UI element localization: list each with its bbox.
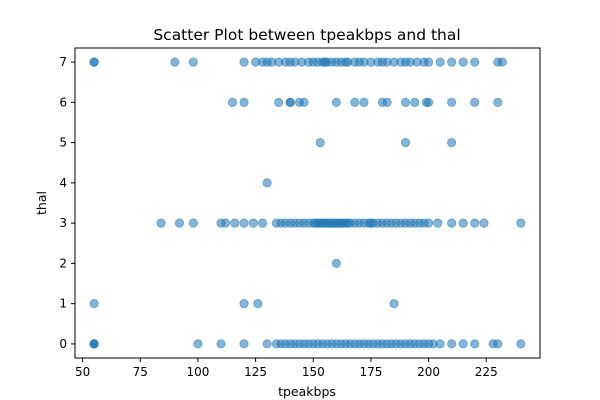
data-point (262, 339, 272, 349)
x-axis-ticks: 50 75 100 125 150 175 200 225 (75, 358, 498, 379)
x-tick-label: 125 (244, 365, 267, 379)
plot-frame (74, 47, 541, 359)
data-point (89, 339, 99, 349)
data-point (493, 339, 503, 349)
data-point (331, 258, 341, 268)
y-tick-label: 0 (59, 337, 67, 351)
data-point (274, 97, 284, 107)
x-tick-label: 225 (475, 365, 498, 379)
data-point (410, 97, 420, 107)
data-point (359, 97, 369, 107)
data-point (470, 97, 480, 107)
data-point (350, 97, 360, 107)
data-point (400, 138, 411, 148)
data-point (447, 339, 457, 349)
x-tick-label: 50 (75, 365, 90, 379)
chart-title: Scatter Plot between tpeakbps and thal (153, 26, 460, 44)
data-point (193, 339, 203, 349)
data-point (447, 57, 457, 67)
data-point (89, 299, 99, 309)
data-point (479, 218, 489, 228)
data-point (188, 57, 198, 67)
data-point (216, 339, 226, 349)
data-point (423, 97, 434, 107)
data-point (435, 339, 445, 349)
data-point (315, 138, 325, 148)
y-axis-label: thal (34, 191, 49, 215)
data-point (470, 339, 480, 349)
data-point (516, 218, 526, 228)
data-point (239, 299, 249, 309)
data-point (230, 218, 240, 228)
y-tick-label: 5 (59, 136, 67, 150)
data-point (221, 218, 231, 228)
y-tick-label: 7 (59, 55, 67, 69)
data-point (285, 97, 295, 107)
data-point (239, 97, 249, 107)
data-point (253, 299, 263, 309)
data-point (188, 218, 198, 228)
x-tick-label: 75 (133, 365, 148, 379)
data-point (239, 57, 249, 67)
data-point (447, 97, 457, 107)
data-point (248, 218, 258, 228)
data-point (257, 218, 268, 228)
data-point (516, 339, 526, 349)
y-tick-label: 6 (59, 95, 67, 109)
data-point (170, 57, 180, 67)
data-point (389, 299, 399, 309)
data-point (174, 218, 185, 228)
y-tick-label: 2 (59, 256, 67, 270)
x-tick-label: 175 (359, 365, 382, 379)
data-point (239, 218, 249, 228)
data-point (458, 57, 468, 67)
y-tick-label: 4 (59, 176, 67, 190)
y-tick-label: 3 (59, 216, 67, 230)
data-point (470, 57, 480, 67)
data-point (447, 138, 457, 148)
data-point (423, 218, 434, 228)
data-point (447, 218, 457, 228)
data-point (262, 178, 272, 188)
data-point (156, 218, 166, 228)
data-point (497, 57, 507, 67)
data-point (239, 339, 249, 349)
data-point (331, 97, 341, 107)
x-tick-label: 150 (302, 365, 325, 379)
data-point (435, 57, 445, 67)
y-axis-ticks: 0 1 2 3 4 5 6 7 (59, 55, 75, 351)
data-point (299, 97, 309, 107)
data-point (458, 339, 468, 349)
data-point (382, 97, 392, 107)
data-point (433, 218, 443, 228)
data-point (227, 97, 238, 107)
x-tick-label: 100 (186, 365, 209, 379)
x-axis-label: tpeakbps (278, 384, 336, 399)
data-point (493, 97, 503, 107)
data-point (458, 218, 468, 228)
points-layer (89, 57, 526, 349)
data-point (89, 57, 99, 67)
data-point (400, 97, 411, 107)
data-point (470, 218, 480, 228)
y-tick-label: 1 (59, 297, 67, 311)
data-point (423, 57, 434, 67)
x-tick-label: 200 (417, 365, 440, 379)
